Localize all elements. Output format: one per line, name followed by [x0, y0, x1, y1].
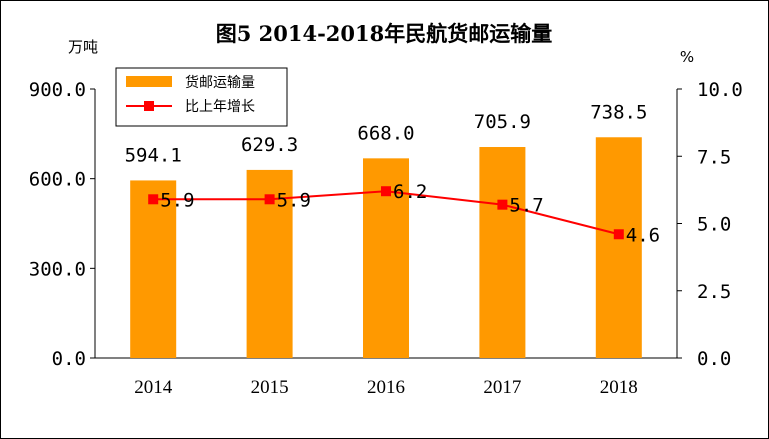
category-labels: 2014 2015 2016 2017 2018: [134, 377, 638, 398]
right-tick-label: 10.0: [697, 79, 743, 101]
bar: [595, 137, 642, 358]
line-marker: [381, 186, 391, 197]
left-tick-label: 0.0: [52, 348, 86, 370]
line-value-label: 5.9: [277, 189, 311, 211]
line-value-label: 4.6: [626, 224, 660, 246]
line-marker: [148, 194, 159, 205]
line-marker: [497, 199, 508, 210]
right-axis-unit: %: [680, 48, 694, 66]
left-axis-unit: 万吨: [68, 38, 98, 56]
right-tick-label: 2.5: [697, 281, 731, 303]
category-label: 2018: [600, 377, 638, 398]
legend-label-line: 比上年增长: [185, 99, 255, 115]
category-label: 2016: [367, 377, 405, 398]
bar: [130, 180, 177, 358]
legend: 货邮运输量 比上年增长: [115, 67, 288, 127]
left-tick-label: 900.0: [29, 79, 86, 101]
bar-series: 594.1 629.3 668.0 705.9 738.5: [125, 101, 647, 358]
bar-value-label: 594.1: [125, 144, 182, 166]
left-tick-label: 600.0: [29, 169, 86, 191]
right-tick-label: 0.0: [697, 348, 731, 370]
bar-value-label: 705.9: [474, 111, 531, 133]
legend-marker: [144, 101, 154, 111]
chart-title: 图5 2014-2018年民航货邮运输量: [216, 21, 553, 46]
bar-value-label: 629.3: [241, 134, 298, 156]
bar-value-label: 668.0: [357, 122, 414, 144]
right-tick-label: 7.5: [697, 146, 731, 168]
legend-swatch-bar: [126, 76, 172, 87]
line-value-label: 5.7: [509, 195, 543, 217]
bar-value-label: 738.5: [590, 101, 647, 123]
right-tick-label: 5.0: [697, 214, 731, 236]
right-axis: 0.0 2.5 5.0 7.5 10.0: [676, 79, 743, 370]
line-marker: [264, 194, 275, 205]
legend-label-bar: 货邮运输量: [185, 74, 255, 91]
line-value-label: 6.2: [393, 181, 427, 203]
category-label: 2014: [134, 377, 173, 398]
line-value-label: 5.9: [160, 189, 194, 211]
line-series: 5.9 5.9 6.2 5.7 4.6: [148, 181, 660, 246]
bar: [479, 147, 526, 358]
category-label: 2017: [483, 377, 521, 398]
left-tick-label: 300.0: [29, 258, 86, 280]
category-label: 2015: [251, 377, 289, 398]
line-marker: [613, 229, 624, 240]
